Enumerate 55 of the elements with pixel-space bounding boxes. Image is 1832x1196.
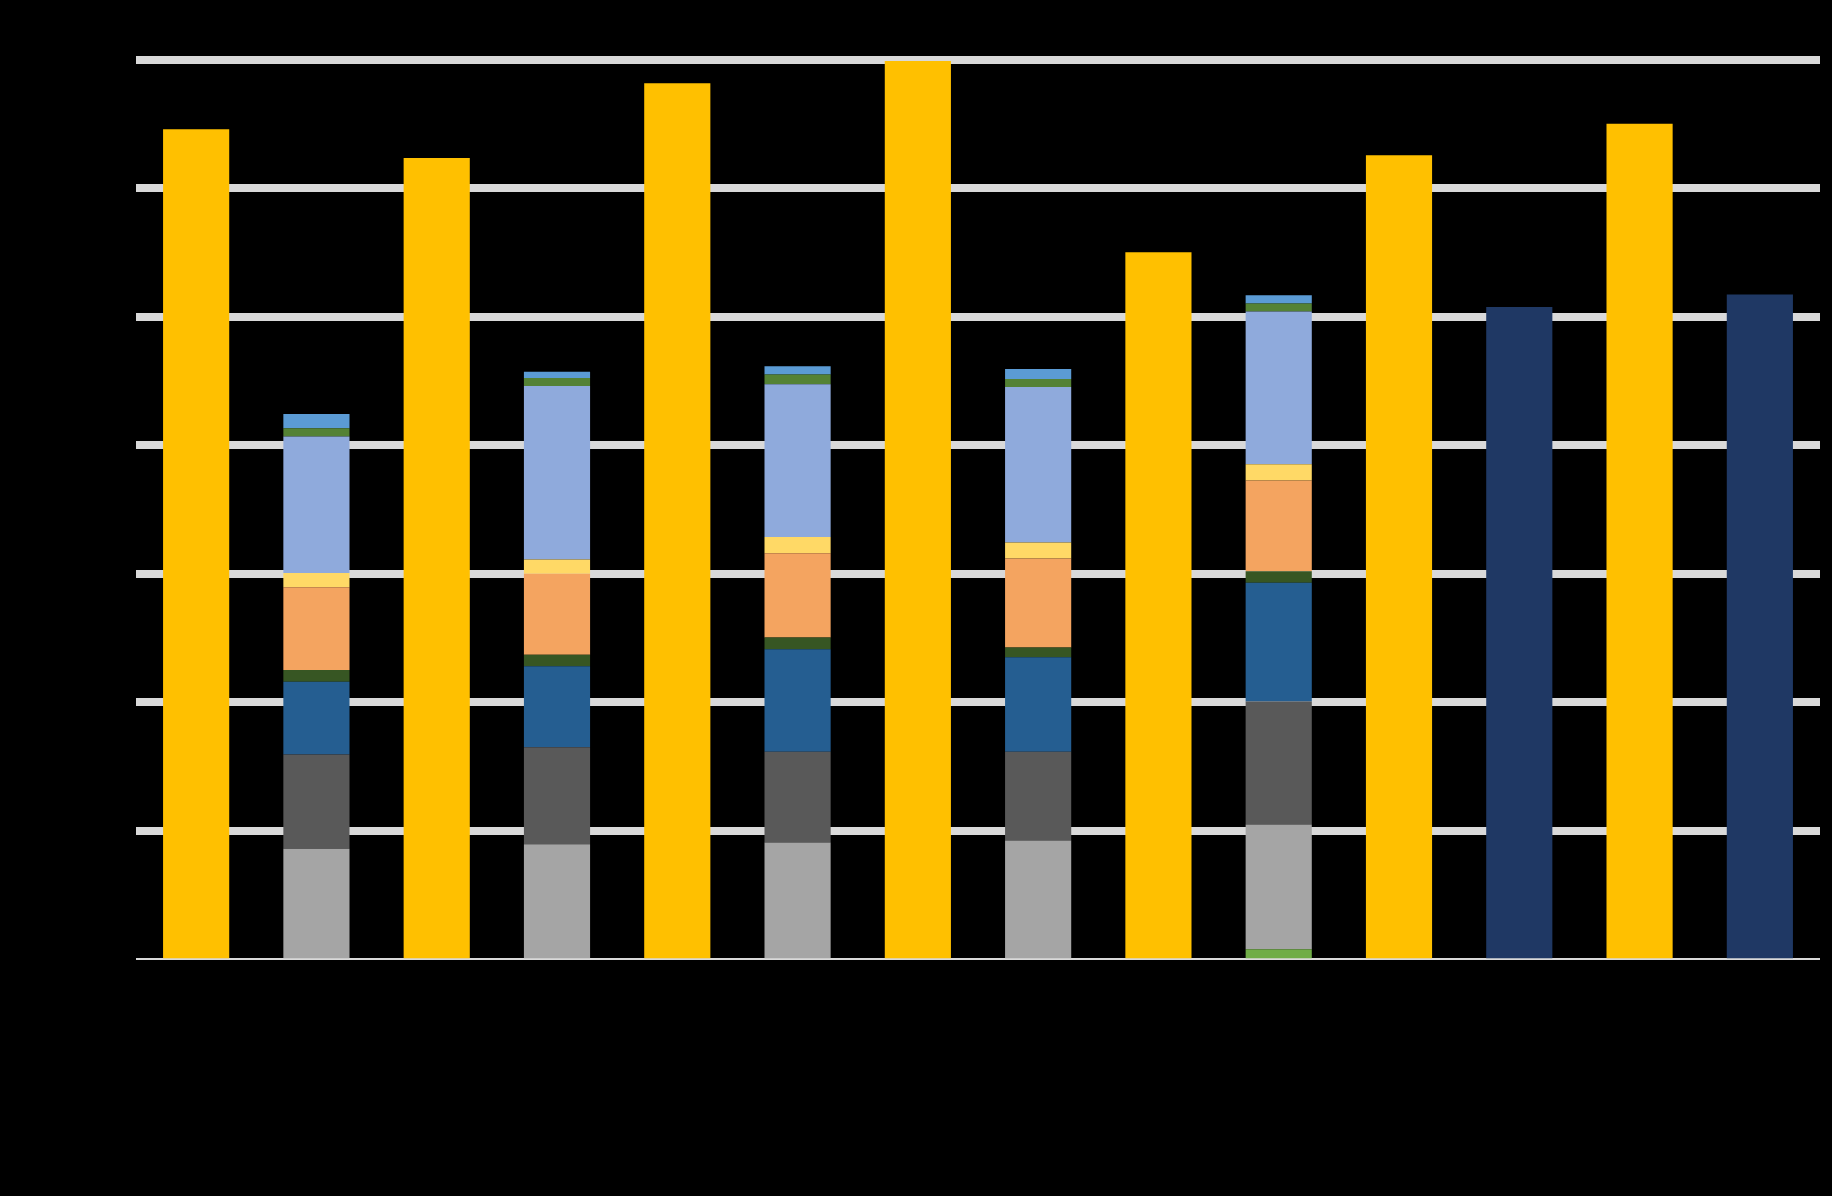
bar	[1005, 542, 1072, 559]
bar	[1365, 155, 1433, 959]
bar	[1245, 701, 1312, 825]
bar	[523, 573, 591, 655]
bar	[764, 842, 831, 959]
bar	[764, 537, 831, 554]
bar	[644, 83, 711, 959]
bar	[163, 129, 230, 959]
bar	[283, 587, 350, 670]
bar	[1606, 123, 1673, 959]
bar	[1245, 303, 1312, 312]
bar	[1245, 571, 1312, 583]
bar	[283, 669, 350, 682]
bar	[403, 157, 470, 959]
bar	[523, 666, 591, 748]
bar	[764, 649, 831, 752]
bar	[1005, 647, 1072, 658]
bar	[283, 848, 350, 959]
bar	[283, 681, 350, 755]
bar	[1125, 252, 1192, 959]
bar	[283, 413, 350, 429]
bar	[523, 654, 591, 667]
bar	[523, 386, 591, 560]
bar	[764, 374, 831, 385]
bar	[1245, 295, 1312, 304]
bar	[1005, 840, 1072, 959]
bar	[1005, 386, 1072, 543]
bar	[764, 553, 831, 638]
bar	[764, 637, 831, 650]
bar	[1486, 307, 1553, 959]
bar	[523, 844, 591, 959]
bar	[523, 559, 591, 574]
bar	[764, 366, 831, 375]
bar	[1005, 378, 1072, 387]
bar	[1726, 294, 1793, 959]
bar	[1245, 949, 1312, 959]
bar	[1005, 369, 1072, 379]
bar	[1245, 311, 1312, 465]
bar	[1005, 751, 1072, 841]
bar	[283, 572, 350, 588]
bar	[1245, 480, 1312, 572]
bar	[523, 371, 591, 378]
bar	[283, 436, 350, 573]
bar	[1245, 464, 1312, 481]
bar	[1245, 582, 1312, 702]
bar	[764, 384, 831, 537]
bar	[523, 747, 591, 845]
bar	[283, 428, 350, 437]
bar	[1005, 558, 1072, 648]
bar	[523, 378, 591, 387]
bar	[764, 751, 831, 843]
bar	[1005, 657, 1072, 752]
bar	[884, 60, 951, 959]
bar	[1245, 824, 1312, 950]
bar	[283, 754, 350, 849]
